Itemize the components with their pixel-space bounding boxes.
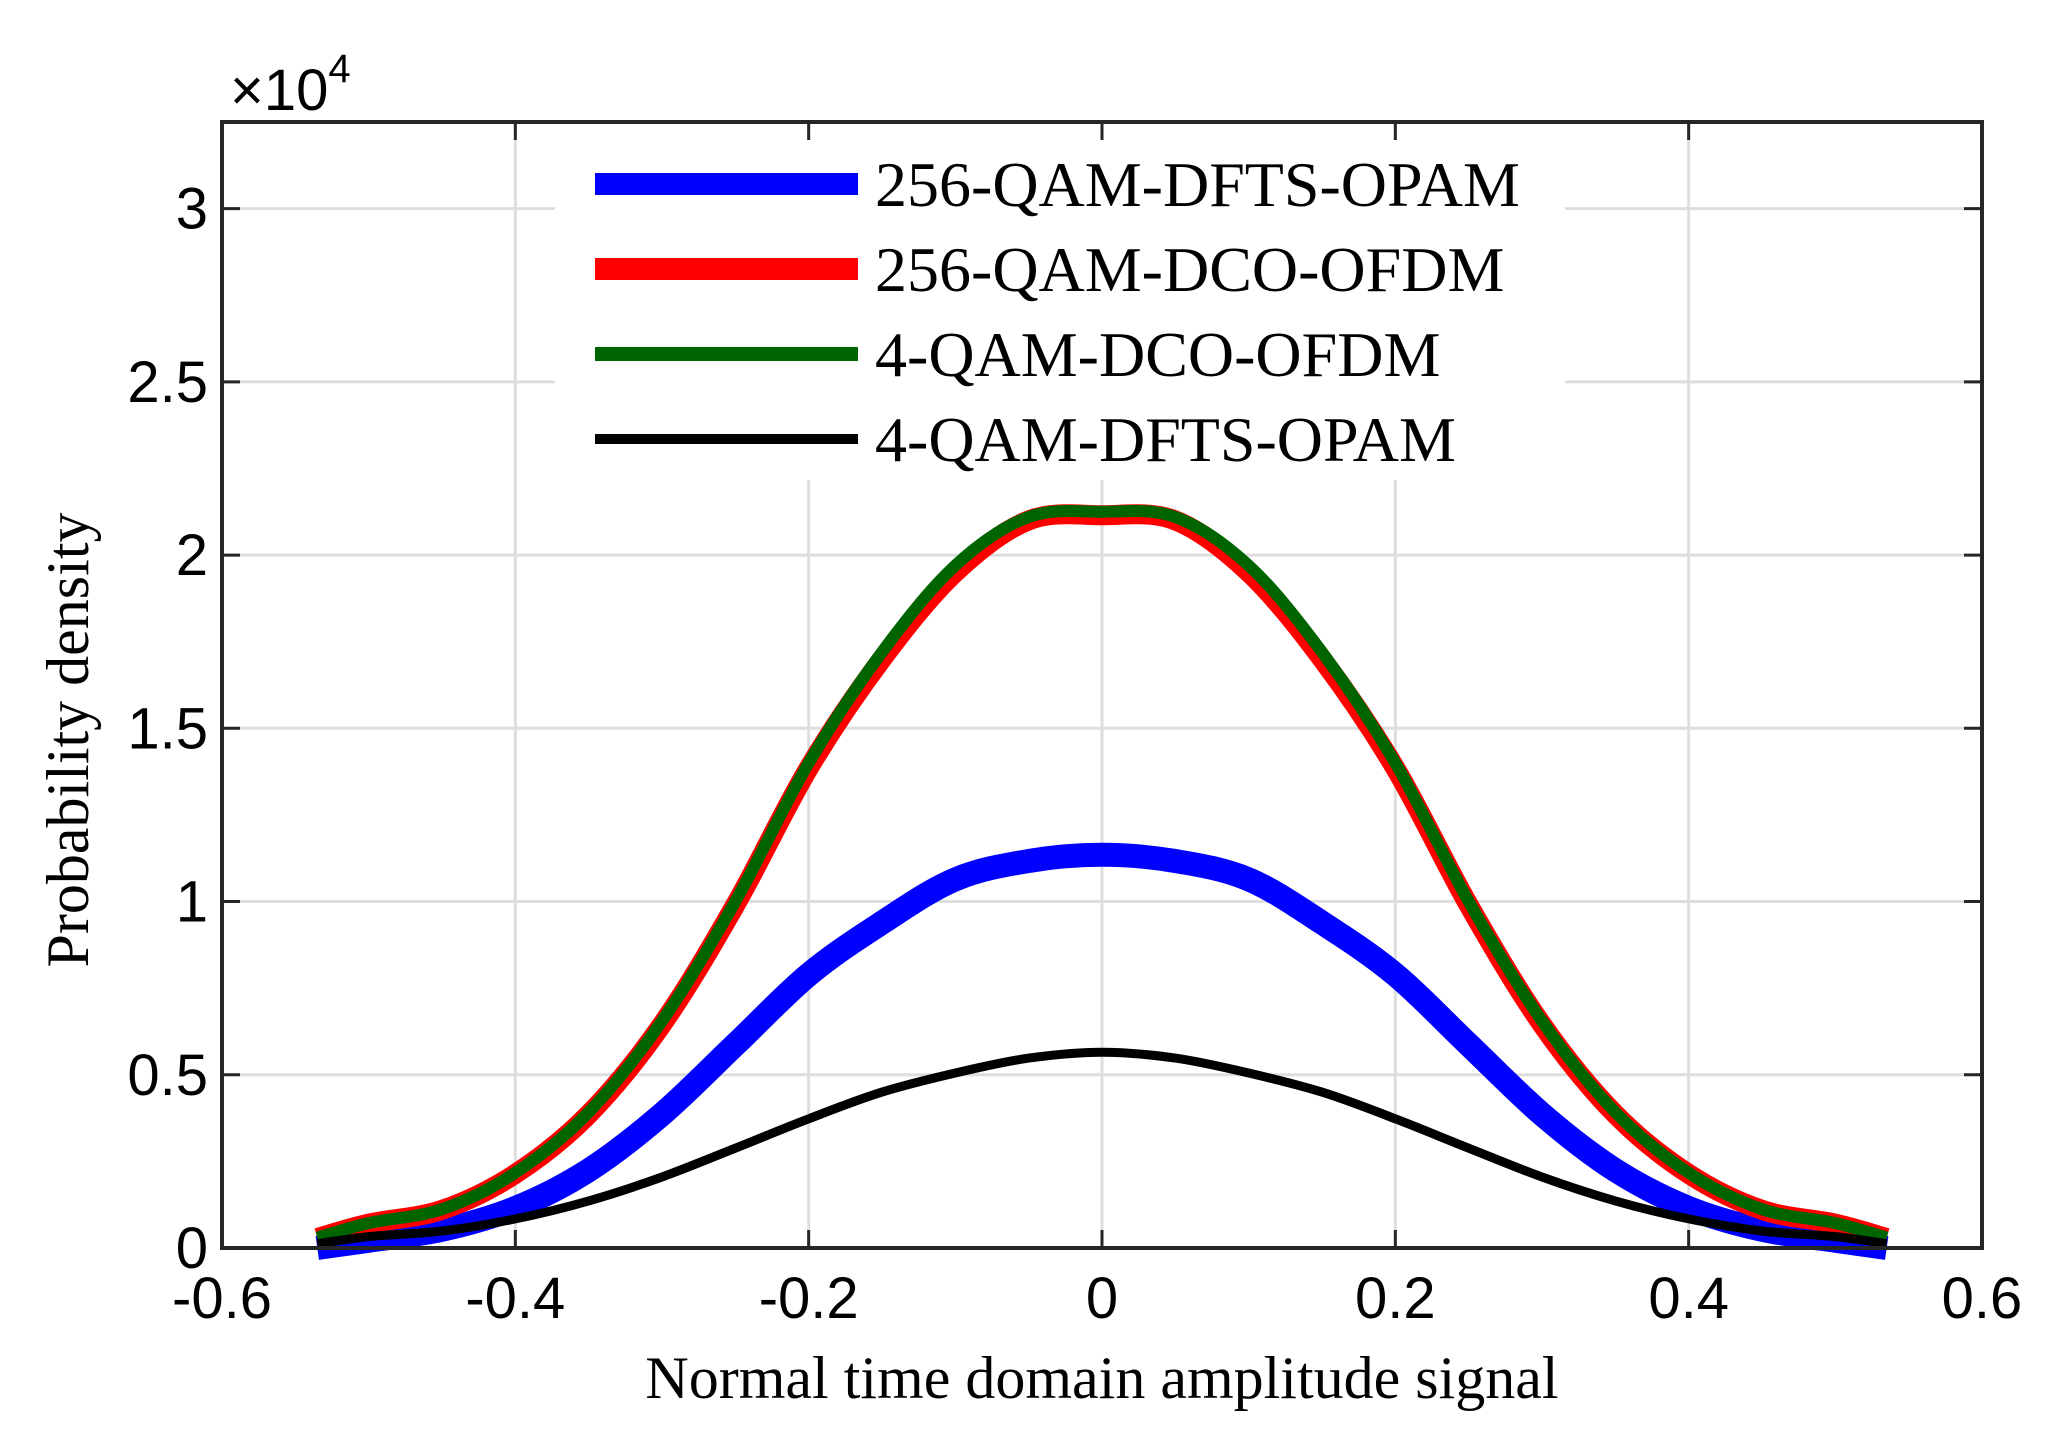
legend-entry: 256-QAM-DCO-OFDM xyxy=(595,234,1504,305)
x-axis-label: Normal time domain amplitude signal xyxy=(645,1345,1558,1411)
legend-label: 256-QAM-DFTS-OPAM xyxy=(875,149,1520,220)
y-axis-label: Probability density xyxy=(35,513,101,968)
series-line-4-qam-dco-ofdm xyxy=(315,505,1889,1244)
x-tick-label: 0.2 xyxy=(1355,1266,1436,1331)
y-tick-label: 2 xyxy=(176,523,208,588)
y-tick-label: 0.5 xyxy=(127,1043,208,1108)
ticks: -0.6 -0.4 -0.2 0 0.2 0.4 0.6 0 0.5 1 1.5 2 2.5 3 xyxy=(127,122,2022,1331)
x-tick-label: -0.2 xyxy=(759,1266,859,1331)
legend-label: 4-QAM-DFTS-OPAM xyxy=(875,404,1456,475)
legend-entry: 256-QAM-DFTS-OPAM xyxy=(595,149,1520,220)
series-line-256-qam-dfts-opam xyxy=(315,842,1889,1260)
x-tick-label: -0.6 xyxy=(172,1266,272,1331)
y-tick-label: 1.5 xyxy=(127,696,208,761)
x-tick-label: 0.6 xyxy=(1942,1266,2023,1331)
y-tick-label: 1 xyxy=(176,870,208,935)
y-tick-label: 0 xyxy=(176,1216,208,1281)
series-lines xyxy=(314,504,1890,1260)
legend-label: 4-QAM-DCO-OFDM xyxy=(875,319,1440,390)
series-line-4-qam-dfts-opam xyxy=(316,1047,1888,1249)
legend: 256-QAM-DFTS-OPAM 256-QAM-DCO-OFDM 4-QAM-D… xyxy=(555,140,1565,480)
x-tick-label: -0.4 xyxy=(465,1266,565,1331)
x-tick-label: 0 xyxy=(1086,1266,1118,1331)
legend-entry: 4-QAM-DCO-OFDM xyxy=(595,319,1440,390)
y-exponent-label: ×104 xyxy=(230,47,351,123)
y-tick-label: 3 xyxy=(176,177,208,242)
legend-box xyxy=(555,140,1565,480)
x-tick-label: 0.4 xyxy=(1648,1266,1729,1331)
y-tick-label: 2.5 xyxy=(127,350,208,415)
legend-entry: 4-QAM-DFTS-OPAM xyxy=(595,404,1456,475)
legend-label: 256-QAM-DCO-OFDM xyxy=(875,234,1504,305)
